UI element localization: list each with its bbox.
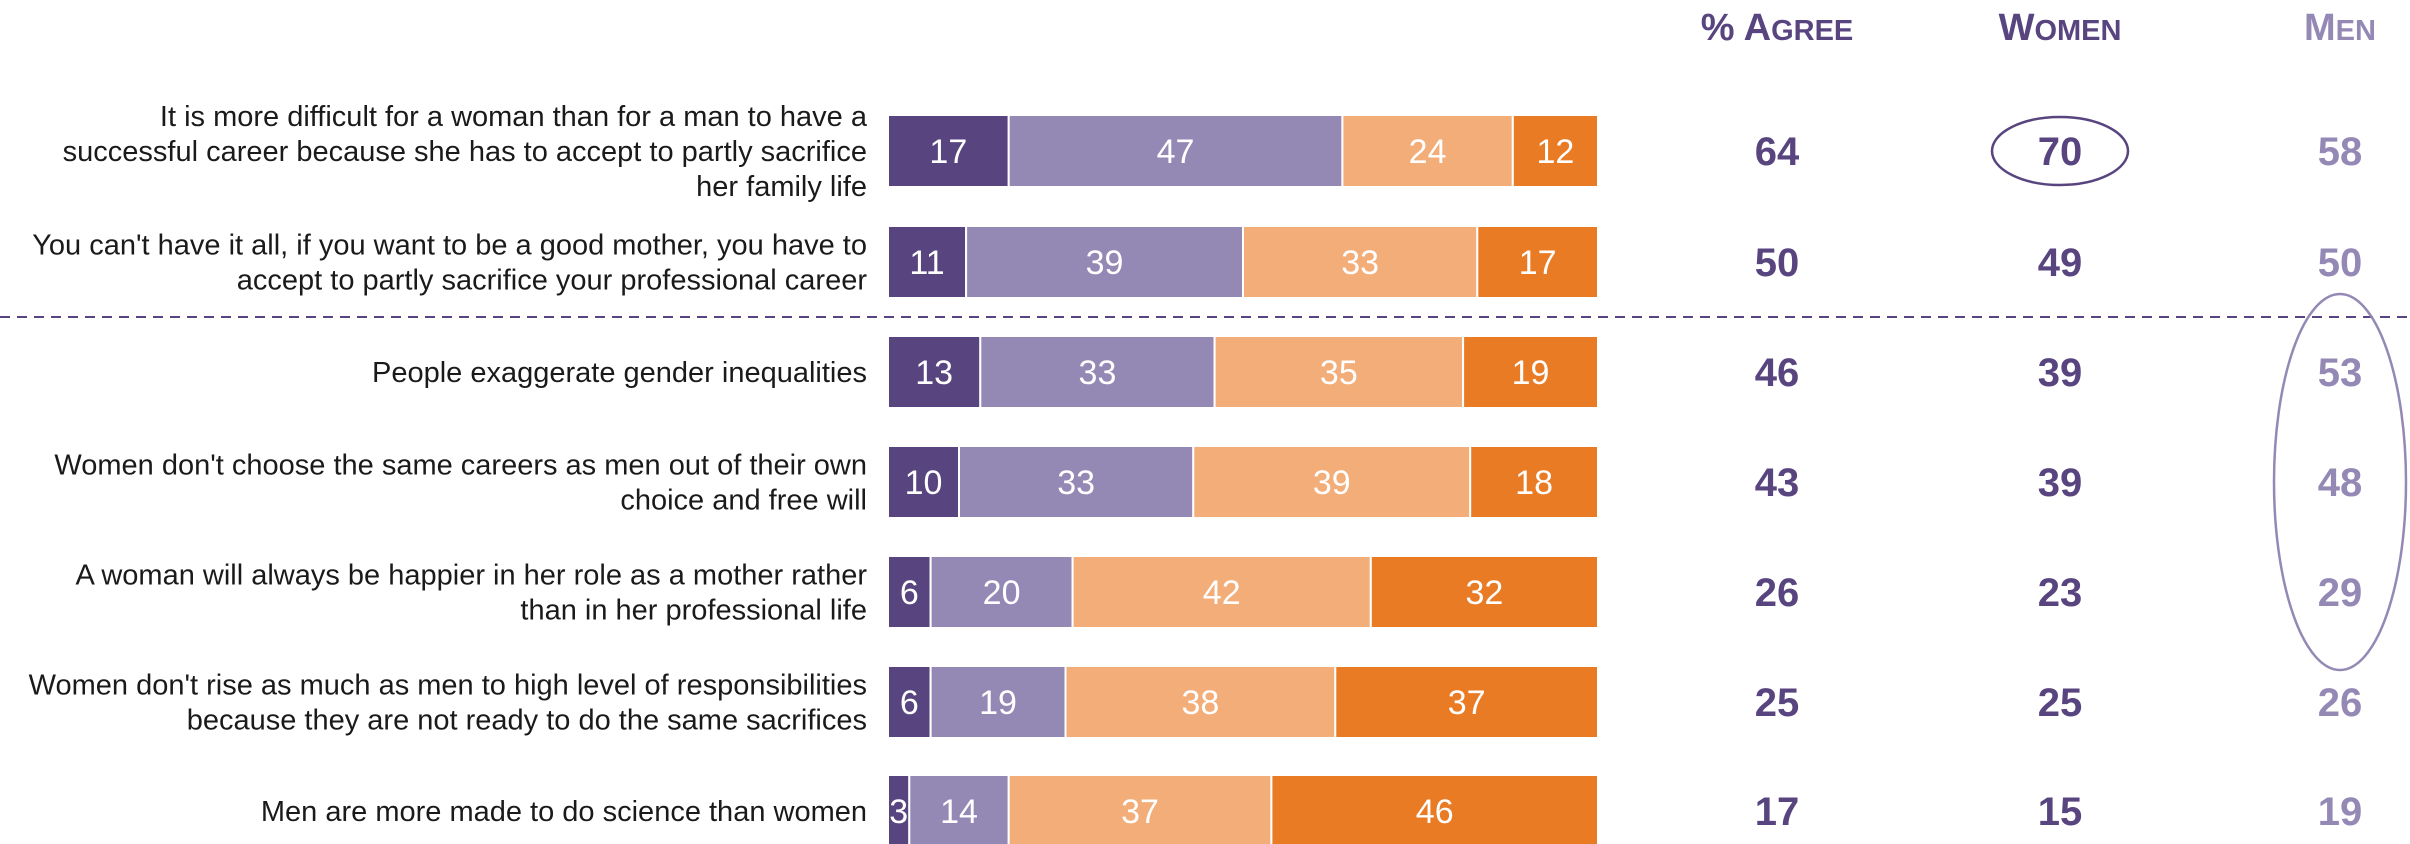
segment-value-label: 14 — [940, 793, 978, 831]
column-value: 53 — [2318, 351, 2363, 395]
segment-value-label: 33 — [1341, 244, 1379, 282]
bar-segment — [887, 114, 1010, 188]
bar-segment — [958, 445, 1195, 519]
column-value: 64 — [1755, 130, 1800, 174]
bar-segment — [1071, 555, 1372, 629]
segment-value-label: 38 — [1181, 684, 1219, 722]
bar-segment — [887, 335, 982, 409]
segment-value-label: 37 — [1121, 793, 1159, 831]
column-value: 50 — [1755, 241, 1800, 285]
bar-segment — [1469, 445, 1599, 519]
bar-segment — [887, 555, 932, 629]
column-headers: % AGREE WOMEN MEN — [1701, 7, 2376, 49]
column-header-1: WOMEN — [1999, 7, 2122, 49]
highlight-ellipse — [1990, 115, 2130, 187]
segment-value-label: 33 — [1057, 464, 1095, 502]
segment-value-label: 39 — [1313, 464, 1351, 502]
column-header-0: % AGREE — [1701, 7, 1854, 49]
statement-label: Women don't rise as much as men to high … — [29, 670, 867, 737]
bar-segment — [1511, 114, 1600, 188]
bar-segment — [1334, 665, 1600, 739]
segment-value-label: 18 — [1515, 464, 1553, 502]
highlight-ellipse — [2272, 292, 2408, 672]
bar-segment — [979, 335, 1216, 409]
column-value: 26 — [2318, 681, 2363, 725]
column-value: 43 — [1755, 461, 1800, 505]
column-value: 23 — [2038, 571, 2083, 615]
bar-segment — [1270, 774, 1600, 844]
bar-segment — [1064, 665, 1337, 739]
column-value: 48 — [2318, 461, 2363, 505]
statement-label: It is more difficult for a woman than fo… — [63, 101, 868, 203]
statement-label: Women don't choose the same careers as m… — [54, 450, 867, 517]
segment-value-label: 42 — [1203, 574, 1241, 612]
segment-value-label: 47 — [1157, 133, 1195, 171]
segment-value-label: 20 — [983, 574, 1021, 612]
column-value: 58 — [2318, 130, 2363, 174]
segment-value-label: 6 — [900, 684, 919, 722]
segment-value-label: 46 — [1416, 793, 1454, 831]
column-value: 25 — [1755, 681, 1800, 725]
bar-segment — [1007, 774, 1273, 844]
column-value: 46 — [1755, 351, 1800, 395]
bar-segment — [929, 555, 1074, 629]
chart-rows: It is more difficult for a woman than fo… — [29, 101, 2363, 844]
statement-label: You can't have it all, if you want to be… — [32, 230, 867, 297]
statement-label: People exaggerate gender inequalities — [372, 357, 867, 389]
bar-segment — [887, 665, 932, 739]
column-value: 39 — [2038, 461, 2083, 505]
column-value: 19 — [2318, 790, 2363, 834]
row-0: It is more difficult for a woman than fo… — [63, 101, 2363, 203]
column-value: 29 — [2318, 571, 2363, 615]
segment-value-label: 17 — [1519, 244, 1557, 282]
bar-segment — [1462, 335, 1599, 409]
column-value: 50 — [2318, 241, 2363, 285]
bar-segment — [887, 445, 960, 519]
segment-value-label: 19 — [979, 684, 1017, 722]
column-value: 17 — [1755, 790, 1800, 834]
column-header-2: MEN — [2304, 7, 2376, 49]
bar-segment — [965, 225, 1244, 299]
row-6: Men are more made to do science than wom… — [261, 774, 2363, 844]
segment-value-label: 11 — [909, 244, 944, 282]
bar-segment — [1369, 555, 1600, 629]
segment-value-label: 19 — [1512, 354, 1550, 392]
column-value: 70 — [2038, 130, 2083, 174]
column-value: 15 — [2038, 790, 2083, 834]
segment-value-label: 6 — [900, 574, 919, 612]
bar-segment — [1341, 114, 1514, 188]
highlight-ellipses — [1990, 115, 2408, 672]
bar-segment — [1242, 225, 1479, 299]
segment-value-label: 10 — [905, 464, 943, 502]
segment-value-label: 17 — [929, 133, 967, 171]
segment-value-label: 12 — [1536, 133, 1574, 171]
segment-value-label: 39 — [1086, 244, 1124, 282]
bar-segment — [887, 225, 968, 299]
statement-label: Men are more made to do science than wom… — [261, 796, 867, 828]
bar-segment — [908, 774, 1010, 844]
row-2: People exaggerate gender inequalities 13 3… — [372, 335, 2363, 409]
column-value: 49 — [2038, 241, 2083, 285]
segment-value-label: 13 — [915, 354, 953, 392]
row-4: A woman will always be happier in her ro… — [76, 555, 2363, 629]
column-value: 25 — [2038, 681, 2083, 725]
column-value: 39 — [2038, 351, 2083, 395]
segment-value-label: 3 — [889, 793, 908, 831]
segment-value-label: 33 — [1079, 354, 1117, 392]
segment-value-label: 37 — [1448, 684, 1486, 722]
bar-segment — [929, 665, 1067, 739]
segment-value-label: 24 — [1409, 133, 1447, 171]
segment-value-label: 35 — [1320, 354, 1358, 392]
row-3: Women don't choose the same careers as m… — [54, 445, 2363, 519]
row-1: You can't have it all, if you want to be… — [32, 225, 2363, 299]
bar-segment — [1007, 114, 1344, 188]
segment-value-label: 32 — [1465, 574, 1503, 612]
statement-label: A woman will always be happier in her ro… — [76, 560, 868, 627]
column-value: 26 — [1755, 571, 1800, 615]
row-5: Women don't rise as much as men to high … — [29, 665, 2363, 739]
bar-segment — [1476, 225, 1600, 299]
